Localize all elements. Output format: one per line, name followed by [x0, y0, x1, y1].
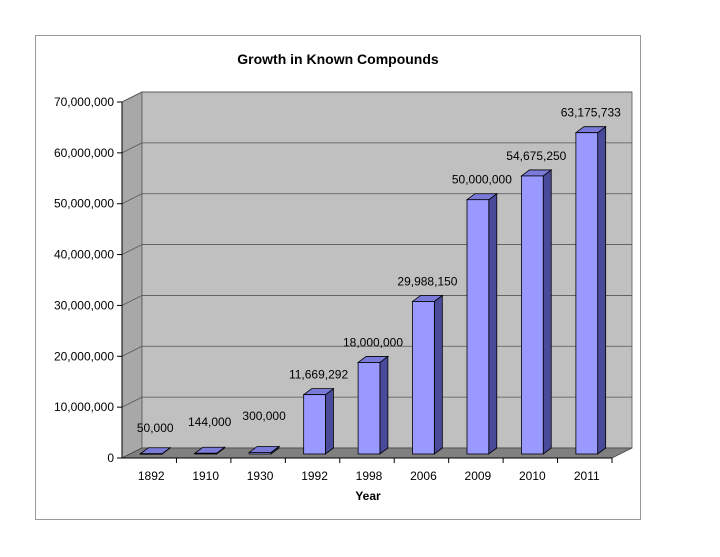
bar: [356, 355, 390, 455]
gridline-side: [121, 295, 143, 306]
bar: [302, 387, 335, 455]
bar-front: [575, 132, 599, 455]
x-tick-label: 2009: [465, 469, 492, 483]
bar-side: [433, 294, 443, 455]
chart-title: Growth in Known Compounds: [237, 51, 439, 67]
bar-front: [521, 175, 544, 455]
data-label: 54,675,250: [506, 149, 566, 163]
x-tick-label: 2006: [410, 469, 437, 483]
bar-side: [325, 387, 334, 455]
y-axis-ticks: 0 10,000,000 20,000,000 30,000,000 40,000,00…: [54, 95, 123, 465]
bar-front: [303, 394, 326, 455]
bars: 50,000 144,000 300,000 11,669,292 18,000,000…: [137, 106, 621, 455]
data-label: 29,988,150: [397, 274, 457, 288]
bar-front: [194, 452, 217, 455]
data-label: 300,000: [242, 409, 286, 423]
bar-front: [466, 199, 490, 455]
bar: [193, 446, 226, 455]
x-tick-label: 1910: [192, 469, 219, 483]
x-tick-label: 1992: [301, 469, 328, 483]
gridline-side: [121, 91, 143, 103]
x-axis-title: Year: [355, 489, 381, 503]
bar-side: [488, 192, 498, 455]
bar: [465, 192, 498, 455]
bar: [248, 445, 281, 455]
x-tick-label: 1892: [138, 469, 165, 483]
gridline-side: [121, 244, 143, 255]
data-label: 144,000: [188, 415, 232, 429]
bar-side: [597, 125, 607, 455]
bar-side: [379, 355, 389, 455]
left-wall: [121, 91, 143, 459]
gridline-side: [121, 396, 143, 408]
y-tick-label: 30,000,000: [54, 298, 114, 312]
x-tick-label: 2010: [519, 469, 546, 483]
data-label: 18,000,000: [343, 335, 403, 349]
data-label: 11,669,292: [289, 368, 348, 382]
bar-front: [248, 452, 272, 455]
bar-front: [357, 362, 381, 455]
x-tick-label: 1930: [247, 469, 274, 483]
x-tick-label: 1998: [356, 469, 383, 483]
y-tick-label: 20,000,000: [54, 349, 114, 363]
bar-front: [412, 301, 435, 455]
y-tick-label: 0: [107, 451, 114, 465]
y-tick-label: 10,000,000: [54, 400, 114, 414]
bar-front: [139, 453, 163, 455]
data-label: 50,000,000: [452, 173, 512, 187]
bar: [520, 169, 553, 455]
data-label: 63,175,733: [561, 106, 621, 120]
bar-side: [542, 169, 552, 455]
gridline-side: [121, 142, 143, 154]
data-label: 50,000: [137, 421, 174, 435]
bar: [411, 294, 444, 455]
gridline-side: [121, 193, 143, 205]
x-tick-label: 2011: [574, 469, 600, 483]
gridline-side: [121, 345, 143, 357]
bar: [574, 125, 607, 455]
y-tick-label: 60,000,000: [54, 146, 114, 160]
y-tick-label: 40,000,000: [54, 248, 114, 262]
y-tick-label: 50,000,000: [54, 197, 114, 211]
bar: [139, 446, 172, 455]
y-tick-label: 70,000,000: [54, 95, 114, 109]
x-axis-ticks: 1892 1910 1930 1992 1998 2006 2009 2010 2011: [122, 457, 613, 483]
